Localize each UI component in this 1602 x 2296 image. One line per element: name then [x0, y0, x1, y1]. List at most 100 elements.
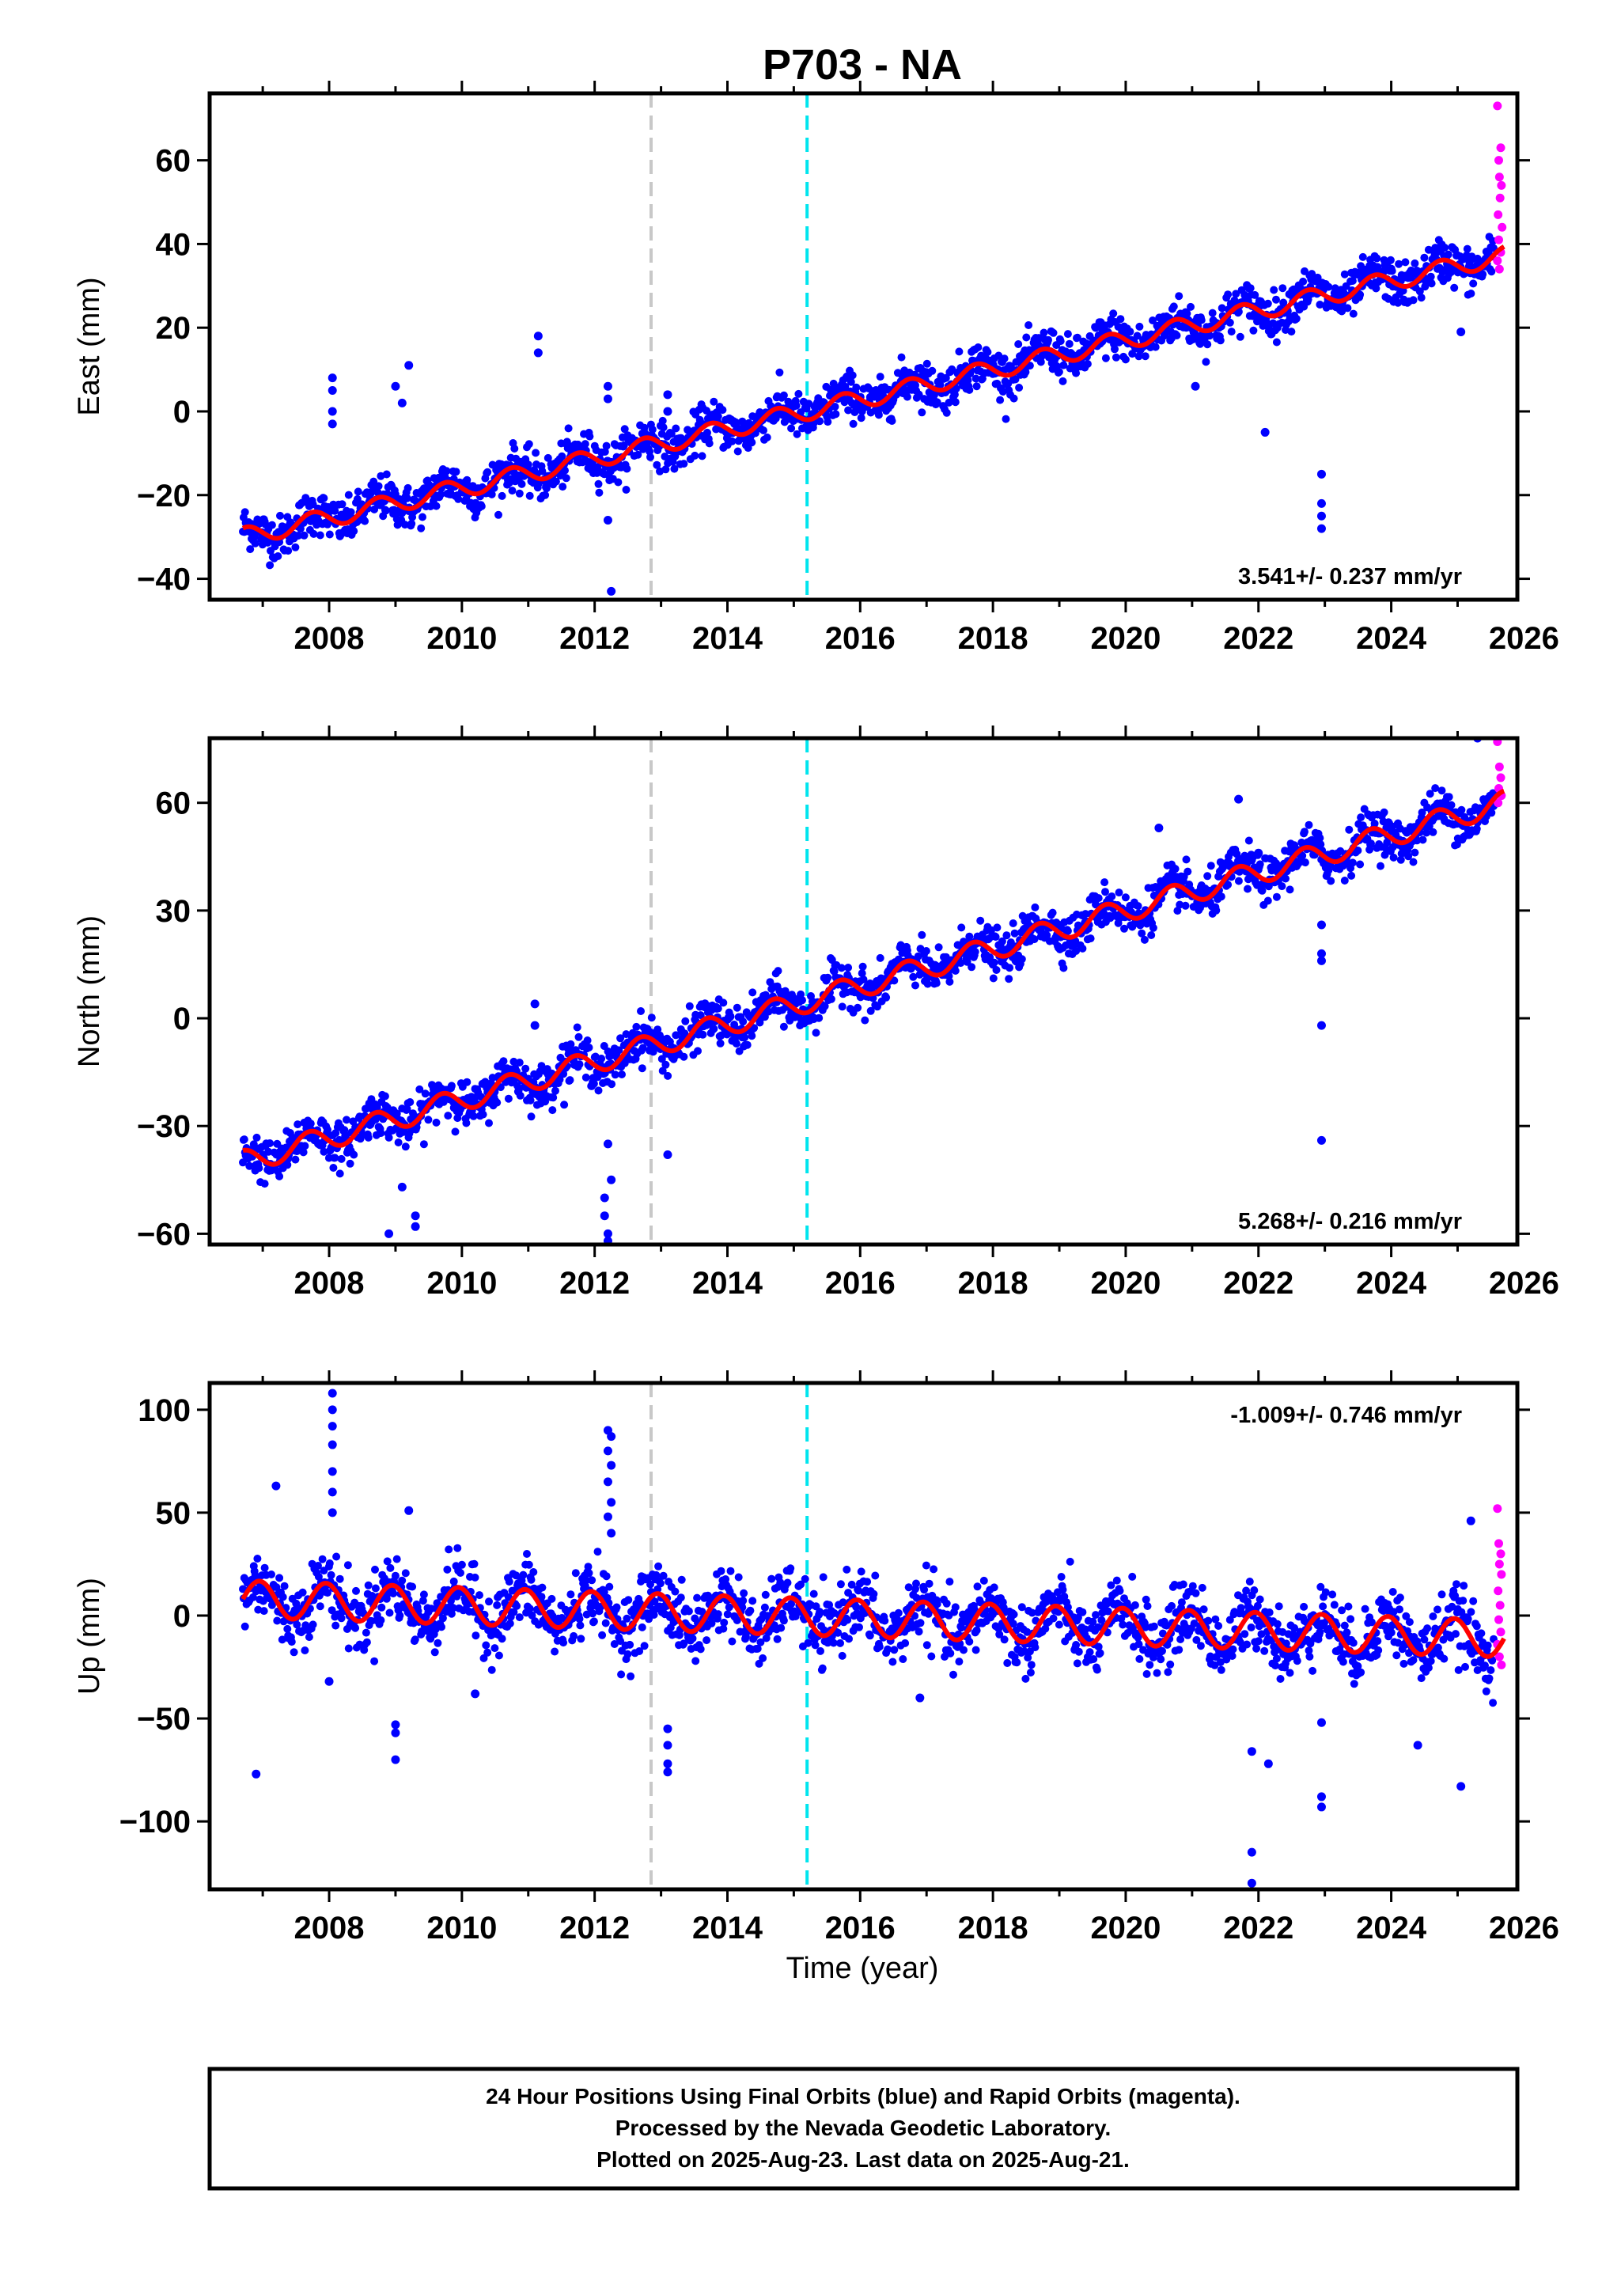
east-data-point: [897, 353, 906, 362]
north-data-point: [394, 1139, 403, 1146]
north-data-point: [1418, 835, 1427, 844]
up-data-point: [411, 1635, 419, 1644]
up-data-point: [927, 1652, 936, 1661]
east-outlier-point: [607, 586, 616, 596]
east-data-point: [703, 428, 711, 437]
east-data-point: [1358, 252, 1367, 261]
up-data-point: [725, 1603, 733, 1612]
up-data-point: [483, 1648, 492, 1657]
north-data-point: [1437, 786, 1446, 795]
north-data-point: [479, 1110, 487, 1119]
up-data-point: [779, 1616, 788, 1625]
up-data-point: [703, 1636, 711, 1645]
up-data-point: [783, 1578, 792, 1587]
east-data-point: [381, 506, 390, 515]
north-data-point: [1258, 886, 1267, 895]
up-data-point: [408, 1582, 417, 1591]
up-data-point: [693, 1593, 702, 1602]
up-data-point: [804, 1639, 812, 1647]
north-data-point: [717, 1031, 725, 1040]
up-data-point: [753, 1644, 762, 1653]
north-data-point: [820, 1002, 829, 1010]
north-data-point: [1134, 902, 1142, 911]
up-data-point: [1009, 1610, 1018, 1619]
east-data-point: [667, 430, 676, 438]
north-data-point: [275, 1172, 284, 1180]
east-data-point: [1427, 279, 1436, 288]
north-outlier-point: [1316, 949, 1326, 958]
up-data-point: [364, 1581, 373, 1589]
up-data-point: [1031, 1643, 1040, 1652]
up-data-point: [654, 1562, 663, 1570]
east-data-point: [1197, 316, 1206, 324]
up-data-point: [875, 1642, 884, 1651]
east-data-point: [1270, 286, 1278, 294]
north-x-tick-label: 2016: [825, 1266, 896, 1301]
up-data-point: [691, 1657, 700, 1665]
north-data-point: [748, 1032, 756, 1040]
east-data-point: [876, 373, 884, 381]
north-data-point: [1005, 975, 1013, 983]
north-data-point: [419, 1140, 428, 1149]
east-data-point: [792, 401, 801, 410]
east-data-point: [1149, 316, 1157, 324]
north-data-point: [638, 1064, 646, 1073]
north-data-point: [909, 972, 918, 981]
east-panel: 2008 2010 2012 2014 2016 2018 2020 2022 2024 2026…: [73, 81, 1559, 656]
up-data-point: [275, 1574, 284, 1582]
up-data-point: [843, 1616, 852, 1624]
up-data-point: [912, 1579, 920, 1588]
east-data-point: [974, 343, 983, 351]
north-data-point: [377, 1129, 385, 1138]
up-data-point: [437, 1623, 445, 1631]
up-data-point: [852, 1603, 861, 1612]
east-data-point: [1169, 302, 1178, 311]
north-data-point: [1048, 908, 1057, 917]
north-data-point: [945, 972, 953, 980]
east-data-point: [623, 464, 631, 473]
up-data-point: [1024, 1654, 1032, 1662]
up-data-point: [1164, 1668, 1172, 1677]
east-data-point: [1128, 350, 1137, 358]
up-data-point: [719, 1624, 728, 1633]
east-data-point: [1469, 279, 1478, 288]
up-data-point: [570, 1631, 578, 1640]
up-data-point: [797, 1580, 805, 1589]
east-data-point: [432, 502, 441, 510]
north-data-point: [521, 1064, 530, 1073]
up-data-point: [894, 1608, 903, 1617]
east-x-tick-label: 2010: [426, 621, 497, 656]
up-data-point: [1063, 1603, 1072, 1612]
up-data-point: [721, 1575, 730, 1583]
north-rapid-point: [1494, 798, 1503, 808]
east-model-fit-line: [241, 244, 1505, 541]
north-outlier-point: [530, 1021, 540, 1030]
up-data-point: [1089, 1655, 1098, 1663]
east-x-tick-label: 2018: [958, 621, 1028, 656]
east-y-axis-label: East (mm): [73, 277, 106, 415]
up-data-point: [965, 1637, 974, 1646]
north-data-point: [447, 1082, 456, 1090]
north-data-point: [499, 1057, 508, 1066]
north-outlier-point: [603, 1236, 612, 1245]
up-data-point: [1104, 1607, 1112, 1616]
east-data-point: [1394, 298, 1403, 307]
up-data-point: [419, 1590, 428, 1599]
up-data-point: [589, 1617, 598, 1626]
north-data-point: [844, 964, 853, 972]
up-data-point: [273, 1616, 282, 1625]
east-data-point: [1349, 309, 1358, 318]
east-data-point: [844, 406, 853, 415]
up-data-point: [498, 1635, 506, 1643]
north-data-point: [1120, 924, 1128, 933]
east-data-point: [1236, 332, 1244, 341]
up-data-point: [1149, 1622, 1158, 1631]
up-data-point: [1228, 1652, 1237, 1660]
east-outlier-point: [328, 419, 337, 429]
up-data-point: [739, 1597, 748, 1605]
east-data-point: [525, 440, 533, 449]
up-data-point: [551, 1647, 559, 1656]
east-data-point: [1014, 340, 1023, 348]
up-data-point: [377, 1616, 385, 1624]
